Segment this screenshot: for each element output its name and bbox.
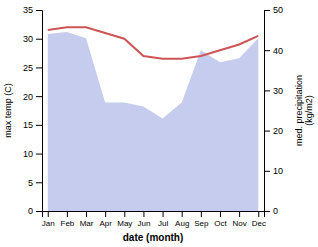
x-axis-title: date (month) xyxy=(123,232,184,243)
y2-axis-title-line: med. precipitation xyxy=(294,75,304,146)
tick-mark xyxy=(86,211,87,217)
tick-mark xyxy=(36,182,42,183)
tick: Jan xyxy=(42,211,55,228)
tick-label: Jul xyxy=(158,219,168,228)
tick-label: Jan xyxy=(42,219,55,228)
tick-label: 25 xyxy=(23,63,33,73)
tick-mark xyxy=(264,131,270,132)
tick: 30 xyxy=(23,34,42,44)
tick-mark xyxy=(124,211,125,217)
tick-label: 15 xyxy=(23,120,33,130)
area xyxy=(48,32,259,211)
tick-mark xyxy=(36,154,42,155)
y2-axis-title-line: (kg/m2) xyxy=(304,95,314,126)
tick: Feb xyxy=(60,211,74,228)
y2-axis-title: med. precipitation(kg/m2) xyxy=(294,75,314,146)
tick-mark xyxy=(182,211,183,217)
tick-mark xyxy=(264,50,270,51)
tick: Jul xyxy=(158,211,168,228)
tick-mark xyxy=(201,211,202,217)
tick: 10 xyxy=(23,149,42,159)
tick-label: Apr xyxy=(99,219,112,228)
tick-mark xyxy=(67,211,68,217)
tick-label: Aug xyxy=(175,219,189,228)
tick: 35 xyxy=(23,5,42,15)
tick-mark xyxy=(264,211,270,212)
tick: 5 xyxy=(28,178,42,188)
tick-label: 10 xyxy=(23,149,33,159)
tick: 15 xyxy=(23,120,42,130)
tick-label: Nov xyxy=(233,219,247,228)
axis-line xyxy=(265,11,271,212)
tick-label: 20 xyxy=(23,92,33,102)
x-axis: Jan Feb Mar Apr May Jun Jul Aug Sep Oct Nov Dec xyxy=(42,211,266,228)
y-axis-title: max temp (C) xyxy=(3,83,13,138)
tick-mark xyxy=(48,211,49,217)
plot: Jan Feb Mar Apr May Jun Jul Aug Sep Oct Nov Dec 0 5 10… xyxy=(23,5,283,227)
tick-label: 35 xyxy=(23,5,33,15)
tick-label: Jun xyxy=(137,219,150,228)
tick: Jun xyxy=(137,211,150,228)
tick: 50 xyxy=(264,5,283,15)
tick-mark xyxy=(105,211,106,217)
tick-label: 20 xyxy=(273,126,283,136)
tick-mark xyxy=(264,90,270,91)
tick-mark xyxy=(36,39,42,40)
tick-mark xyxy=(239,211,240,217)
tick-label: 10 xyxy=(273,166,283,176)
tick-mark xyxy=(36,125,42,126)
tick-label: Dec xyxy=(252,219,266,228)
tick: 10 xyxy=(264,166,283,176)
tick-mark xyxy=(36,10,42,11)
y2-axis: 0 10 20 30 40 50 xyxy=(264,5,283,216)
tick: May xyxy=(117,211,132,228)
tick: 0 xyxy=(28,206,42,216)
tick: 20 xyxy=(23,92,42,102)
tick-mark xyxy=(36,211,42,212)
tick-mark xyxy=(143,211,144,217)
tick: Sep xyxy=(194,211,209,228)
tick-label: Sep xyxy=(194,219,209,228)
axis-line xyxy=(43,212,265,218)
tick-label: 5 xyxy=(28,178,33,188)
y-axis: 0 5 10 15 20 25 30 35 xyxy=(23,5,43,216)
tick: 40 xyxy=(264,46,283,56)
tick-label: Feb xyxy=(60,219,74,228)
tick-mark xyxy=(163,211,164,217)
tick-label: 30 xyxy=(23,34,33,44)
marks xyxy=(48,27,259,211)
tick-label: 50 xyxy=(273,5,283,15)
tick-mark xyxy=(264,10,270,11)
tick-label: 40 xyxy=(273,46,283,56)
tick: Apr xyxy=(99,211,112,228)
tick-label: Oct xyxy=(214,219,227,228)
tick: 0 xyxy=(264,206,278,216)
chart: Jan Feb Mar Apr May Jun Jul Aug Sep Oct Nov Dec 0 5 10… xyxy=(0,0,318,247)
tick-mark xyxy=(36,67,42,68)
tick: Nov xyxy=(233,211,247,228)
tick-mark xyxy=(36,96,42,97)
tick: Aug xyxy=(175,211,189,228)
tick-mark xyxy=(264,171,270,172)
tick: 20 xyxy=(264,126,283,136)
tick-mark xyxy=(258,211,259,217)
tick-label: 0 xyxy=(273,206,278,216)
tick: 25 xyxy=(23,63,42,73)
tick-label: 30 xyxy=(273,86,283,96)
tick-label: 0 xyxy=(28,206,33,216)
tick: Mar xyxy=(80,211,94,228)
tick: 30 xyxy=(264,86,283,96)
tick: Dec xyxy=(252,211,266,228)
tick-label: May xyxy=(117,219,132,228)
line xyxy=(48,27,259,59)
tick-label: Mar xyxy=(80,219,94,228)
tick: Oct xyxy=(214,211,227,228)
axis-line xyxy=(36,11,43,212)
tick-mark xyxy=(220,211,221,217)
